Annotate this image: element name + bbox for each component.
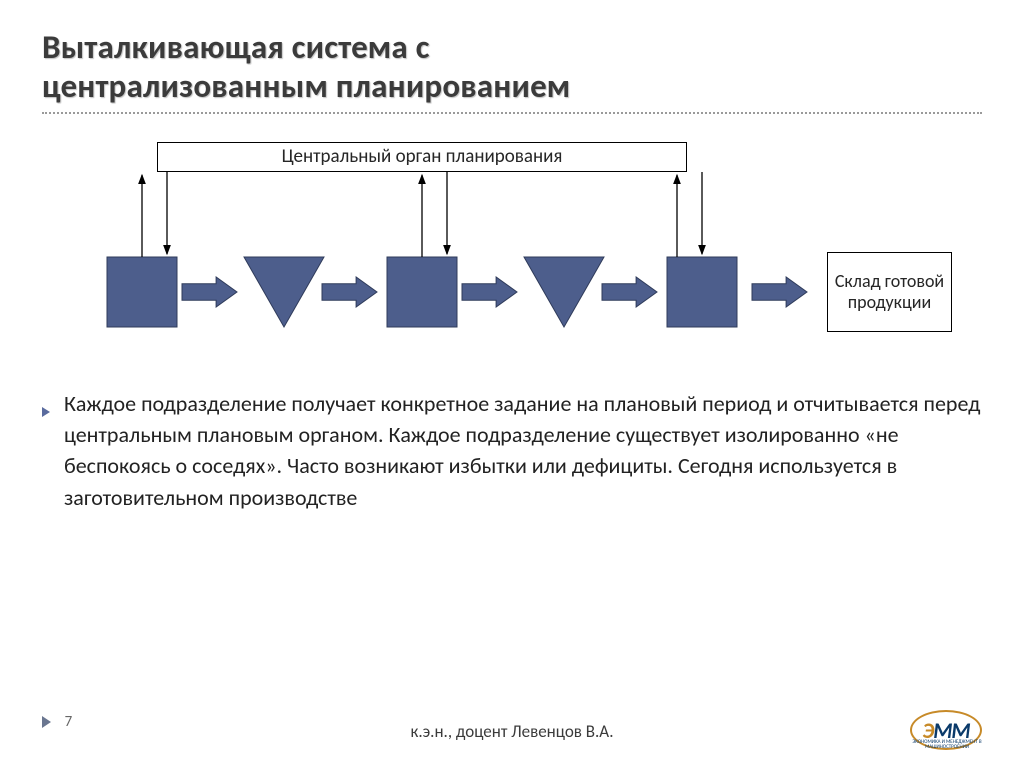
warehouse-label: Склад готовой продукции: [828, 271, 951, 313]
title-line2: централизованным планированием: [42, 66, 570, 106]
warehouse-box: Склад готовой продукции: [827, 252, 952, 332]
title-line1: Выталкивающая система с: [42, 27, 430, 67]
logo-ellipse: ЭММ ЭКОНОМИКА И МЕНЕДЖМЕНТ В МАШИНОСТРОЕ…: [910, 710, 982, 750]
central-planning-label: Центральный орган планирования: [282, 145, 563, 168]
title-divider: [42, 112, 982, 114]
slide-footer: 7 к.э.н., доцент Левенцов В.А. ЭММ ЭКОНО…: [42, 712, 982, 746]
logo-subtext: ЭКОНОМИКА И МЕНЕДЖМЕНТ В МАШИНОСТРОЕНИИ: [912, 740, 982, 750]
bullet-icon: [42, 407, 50, 417]
body-text: Каждое подразделение получает конкретное…: [64, 388, 982, 513]
author-credit: к.э.н., доцент Левенцов В.А.: [42, 721, 982, 742]
diagram-svg: [52, 142, 962, 362]
body-block: Каждое подразделение получает конкретное…: [42, 388, 982, 513]
push-system-diagram: Центральный орган планирования Склад гот…: [52, 142, 962, 362]
dept-logo: ЭММ ЭКОНОМИКА И МЕНЕДЖМЕНТ В МАШИНОСТРОЕ…: [910, 710, 982, 750]
bullet-col: [42, 388, 64, 513]
central-planning-box: Центральный орган планирования: [157, 142, 687, 172]
slide-title: Выталкивающая система с централизованным…: [42, 28, 982, 106]
